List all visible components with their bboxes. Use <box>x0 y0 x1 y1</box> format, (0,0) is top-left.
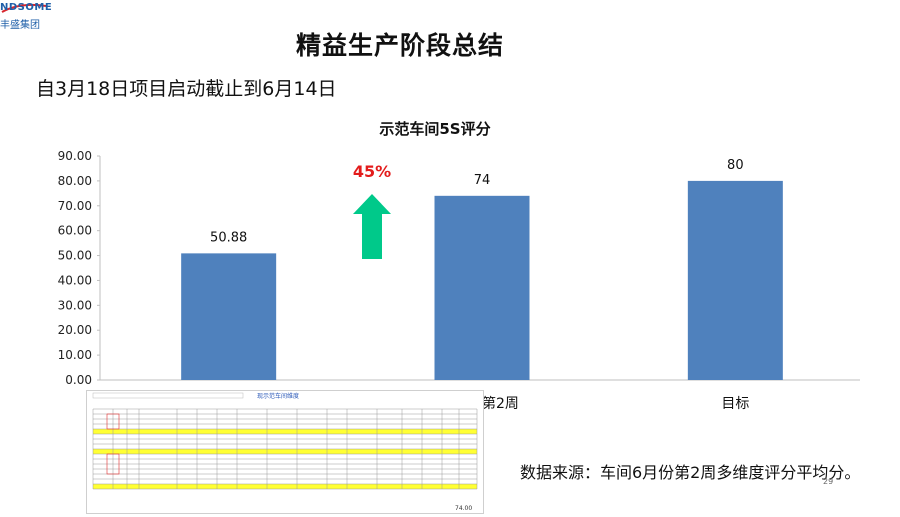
data-label-3: 80 <box>727 158 744 173</box>
chart-title: 示范车间5S评分 <box>379 120 491 138</box>
slide-title: 精益生产阶段总结 <box>295 31 504 60</box>
y-tick-label: 70.00 <box>58 199 92 213</box>
y-tick-label: 80.00 <box>58 174 92 188</box>
thumb-red-cell <box>106 453 120 475</box>
logo-brand: NDSOME <box>0 2 53 13</box>
company-logo: NDSOME 丰盛集团 <box>0 0 60 34</box>
logo-swoosh-icon <box>1 3 47 13</box>
bar-2 <box>434 195 530 380</box>
slide-subtitle: 自3月18日项目启动截止到6月14日 <box>36 78 337 100</box>
y-tick-label: 60.00 <box>58 224 92 238</box>
y-tick-label: 90.00 <box>58 149 92 163</box>
data-label-1: 50.88 <box>210 230 247 245</box>
y-tick-label: 20.00 <box>58 323 92 337</box>
up-arrow-icon <box>353 194 391 259</box>
thumb-highlight-row <box>93 429 477 434</box>
thumbnail-title: 现示范车间维度 <box>257 393 300 400</box>
thumbnail-total: 74.00 <box>455 505 473 512</box>
y-tick-label: 50.00 <box>58 249 92 263</box>
page-number: 29 <box>823 477 834 486</box>
source-note: 数据来源：车间6月份第2周多维度评分平均分。 <box>520 463 861 482</box>
bar-1 <box>181 253 277 380</box>
y-tick-label: 10.00 <box>58 348 92 362</box>
category-label-3: 目标 <box>721 396 749 412</box>
thumb-red-cell <box>106 413 120 430</box>
y-tick-label: 0.00 <box>65 373 92 387</box>
data-table-thumbnail: 现示范车间维度 <box>86 390 484 514</box>
growth-percent-label: 45% <box>353 162 391 181</box>
bar-3 <box>687 180 783 380</box>
bar-chart: 0.00 10.00 20.00 30.00 40.00 50.00 60.00 70.00 8… <box>58 149 860 412</box>
thumb-highlight-row <box>93 449 477 454</box>
thumbnail-table-graphic <box>92 392 478 490</box>
thumb-highlight-row <box>93 484 477 489</box>
y-tick-label: 40.00 <box>58 273 92 287</box>
logo-subtitle: 丰盛集团 <box>0 20 40 31</box>
y-tick-label: 30.00 <box>58 298 92 312</box>
thumb-header-strip <box>92 392 244 399</box>
data-label-2: 74 <box>474 173 491 188</box>
